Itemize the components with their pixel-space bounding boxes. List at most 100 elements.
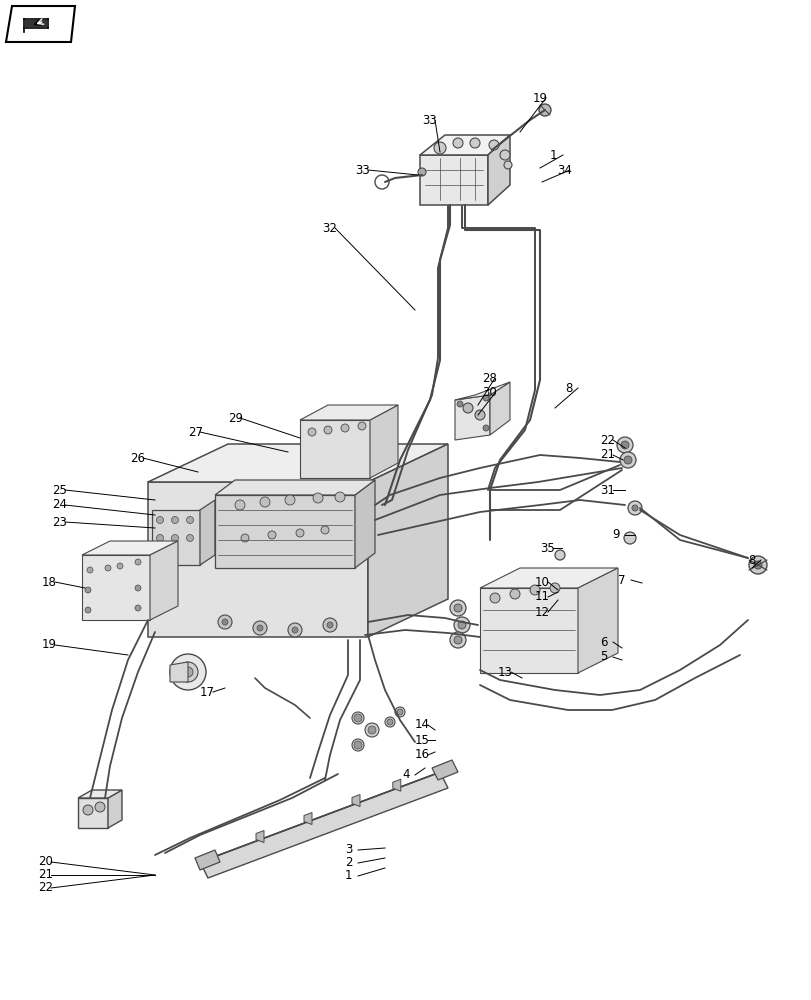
- Circle shape: [178, 662, 198, 682]
- Circle shape: [217, 615, 232, 629]
- Circle shape: [95, 802, 105, 812]
- Polygon shape: [82, 541, 178, 555]
- Circle shape: [500, 150, 509, 160]
- Text: 8: 8: [747, 554, 754, 566]
- Polygon shape: [200, 768, 452, 862]
- Polygon shape: [577, 568, 617, 673]
- Polygon shape: [354, 480, 375, 568]
- Circle shape: [488, 140, 499, 150]
- Circle shape: [187, 534, 193, 542]
- Circle shape: [631, 505, 637, 511]
- Text: 17: 17: [200, 686, 215, 698]
- Circle shape: [157, 516, 163, 524]
- Text: 28: 28: [482, 371, 496, 384]
- Polygon shape: [454, 395, 489, 440]
- Circle shape: [85, 607, 91, 613]
- Circle shape: [171, 516, 178, 524]
- Text: 16: 16: [414, 748, 430, 762]
- Circle shape: [87, 567, 93, 573]
- Circle shape: [234, 500, 245, 510]
- Polygon shape: [82, 555, 150, 620]
- Circle shape: [135, 585, 141, 591]
- Text: 21: 21: [599, 448, 614, 462]
- Circle shape: [504, 161, 512, 169]
- Polygon shape: [370, 405, 397, 478]
- Polygon shape: [108, 790, 122, 828]
- Text: 29: 29: [228, 412, 242, 424]
- Text: 5: 5: [599, 650, 607, 664]
- Text: 24: 24: [52, 498, 67, 512]
- Circle shape: [748, 556, 766, 574]
- Circle shape: [221, 619, 228, 625]
- Polygon shape: [25, 20, 47, 27]
- Circle shape: [351, 739, 363, 751]
- Polygon shape: [419, 155, 487, 205]
- Circle shape: [616, 437, 633, 453]
- Circle shape: [367, 726, 375, 734]
- Text: 14: 14: [414, 718, 430, 732]
- Circle shape: [285, 495, 294, 505]
- Circle shape: [489, 593, 500, 603]
- Circle shape: [453, 138, 462, 148]
- Circle shape: [453, 636, 461, 644]
- Circle shape: [474, 410, 484, 420]
- Polygon shape: [200, 500, 215, 565]
- Circle shape: [327, 622, 333, 628]
- Text: 22: 22: [38, 881, 53, 894]
- Polygon shape: [487, 135, 509, 205]
- Polygon shape: [489, 382, 509, 435]
- Text: 33: 33: [422, 114, 436, 127]
- Circle shape: [549, 583, 560, 593]
- Circle shape: [483, 395, 488, 401]
- Circle shape: [307, 428, 315, 436]
- Circle shape: [433, 142, 445, 154]
- Circle shape: [397, 709, 402, 715]
- Circle shape: [623, 456, 631, 464]
- Text: 30: 30: [482, 386, 496, 399]
- Circle shape: [292, 627, 298, 633]
- Polygon shape: [255, 830, 264, 842]
- Circle shape: [457, 401, 462, 407]
- Text: 34: 34: [556, 164, 571, 177]
- Circle shape: [418, 168, 426, 176]
- Circle shape: [462, 403, 473, 413]
- Circle shape: [351, 712, 363, 724]
- Circle shape: [187, 516, 193, 524]
- Circle shape: [135, 605, 141, 611]
- Circle shape: [312, 493, 323, 503]
- Polygon shape: [393, 779, 401, 791]
- Circle shape: [457, 621, 466, 629]
- Circle shape: [253, 621, 267, 635]
- Circle shape: [394, 707, 405, 717]
- Circle shape: [449, 632, 466, 648]
- Polygon shape: [299, 405, 397, 420]
- Polygon shape: [6, 6, 75, 42]
- Text: 10: 10: [534, 576, 549, 588]
- Polygon shape: [195, 850, 220, 870]
- Text: 3: 3: [345, 843, 352, 856]
- Circle shape: [449, 600, 466, 616]
- Text: 20: 20: [38, 855, 53, 868]
- Polygon shape: [367, 444, 448, 637]
- Circle shape: [268, 531, 276, 539]
- Circle shape: [539, 104, 551, 116]
- Text: 7: 7: [617, 574, 624, 586]
- Circle shape: [288, 623, 302, 637]
- Text: 32: 32: [322, 222, 337, 234]
- Circle shape: [354, 741, 362, 749]
- Text: 11: 11: [534, 590, 549, 603]
- Circle shape: [623, 532, 635, 544]
- Polygon shape: [299, 420, 370, 478]
- Circle shape: [620, 452, 635, 468]
- Text: 12: 12: [534, 605, 549, 618]
- Polygon shape: [479, 568, 617, 588]
- Circle shape: [627, 501, 642, 515]
- Text: 9: 9: [611, 528, 619, 542]
- Circle shape: [157, 534, 163, 542]
- Circle shape: [335, 492, 345, 502]
- Circle shape: [341, 424, 349, 432]
- Circle shape: [324, 426, 332, 434]
- Polygon shape: [215, 480, 375, 495]
- Circle shape: [260, 497, 270, 507]
- Circle shape: [182, 667, 193, 677]
